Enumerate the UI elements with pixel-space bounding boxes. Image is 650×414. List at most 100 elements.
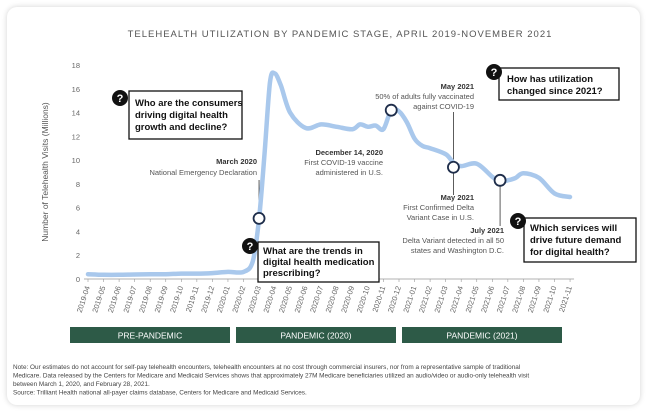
annotation-july-2021: July 2021 Delta Variant detected in all … [402, 226, 504, 255]
question-box-frame [498, 67, 620, 101]
x-tick-label: 2021-04 [448, 285, 465, 314]
x-tick-label: 2019-08 [137, 285, 154, 314]
y-tick-label: 14 [72, 109, 80, 118]
x-tick-label: 2021-09 [526, 285, 543, 314]
x-tick-label: 2020-05 [277, 285, 294, 314]
event-marker [493, 173, 507, 187]
may-2021-bottom-line1: First Confirmed Delta [403, 203, 475, 212]
march-2020-date: March 2020 [216, 157, 257, 166]
july-2021-date: July 2021 [470, 226, 504, 235]
annotation-dec-2020: December 14, 2020 First COVID-19 vaccine… [304, 148, 383, 177]
y-tick-label: 2 [76, 251, 80, 260]
y-axis: 0 2 4 6 8 10 12 14 16 18 [72, 61, 80, 284]
x-tick-label: 2019-09 [153, 285, 170, 314]
question-box-frame [128, 90, 243, 140]
annotation-may-2021-bottom: May 2021 First Confirmed Delta Variant C… [403, 193, 475, 222]
question-box-future-demand: ? Which services will drive future deman… [510, 213, 637, 263]
may-2021-top-date: May 2021 [441, 82, 474, 91]
question-3-line1: How has utilization [507, 74, 593, 85]
july-2021-line1: Delta Variant detected in all 50 [402, 236, 504, 245]
may-2021-bottom-line2: Variant Case in U.S. [407, 213, 474, 222]
event-marker [252, 211, 266, 225]
question-3-line2: changed since 2021? [507, 86, 603, 97]
annotation-march-2020: March 2020 National Emergency Declaratio… [149, 157, 257, 177]
y-tick-label: 4 [76, 227, 80, 236]
x-tick-label: 2019-05 [90, 285, 107, 314]
y-tick-label: 10 [72, 156, 80, 165]
may-2021-top-line2: against COVID-19 [413, 102, 474, 111]
question-mark-icon [242, 238, 258, 254]
x-tick-label: 2020-10 [355, 285, 372, 314]
dec-2020-line1: First COVID-19 vaccine [304, 158, 383, 167]
x-tick-label: 2021-06 [479, 285, 496, 314]
march-2020-text: National Emergency Declaration [149, 168, 257, 177]
x-tick-label: 2020-03 [246, 285, 263, 314]
x-tick-label: 2020-06 [293, 285, 310, 314]
question-mark-icon [486, 64, 502, 80]
x-tick-label: 2020-01 [215, 285, 232, 314]
x-tick-label: 2019-12 [199, 285, 216, 314]
x-tick-label: 2020-12 [386, 285, 403, 314]
y-tick-label: 18 [72, 61, 80, 70]
question-mark-glyph: ? [515, 216, 522, 228]
question-1-line2: driving digital health [135, 110, 228, 121]
y-tick-label: 12 [72, 132, 80, 141]
chart-title: TELEHEALTH UTILIZATION BY PANDEMIC STAGE… [128, 29, 553, 40]
x-axis: 2019-042019-052019-062019-072019-082019-… [75, 278, 575, 314]
y-tick-label: 0 [76, 275, 80, 284]
x-tick-label: 2020-11 [370, 285, 387, 313]
x-tick-label: 2020-07 [308, 285, 325, 314]
question-box-prescribing: ? What are the trends in digital health … [242, 238, 380, 283]
x-tick-label: 2020-08 [324, 285, 341, 314]
dec-2020-line2: administered in U.S. [315, 168, 383, 177]
x-tick-label: 2021-10 [541, 285, 558, 314]
dec-2020-date: December 14, 2020 [315, 148, 383, 157]
phase-bar-pre-pandemic [70, 327, 230, 343]
x-tick-label: 2021-11 [557, 285, 574, 313]
x-tick-label: 2021-05 [464, 285, 481, 314]
x-tick-label: 2021-03 [432, 285, 449, 314]
question-2-line2: digital health medication [263, 257, 375, 268]
question-mark-glyph: ? [491, 67, 498, 79]
event-markers [252, 103, 507, 225]
question-mark-icon [112, 90, 128, 106]
note-line-1: Note: Our estimates do not account for s… [13, 364, 520, 371]
telehealth-visits-line [85, 70, 573, 278]
event-marker [384, 103, 398, 117]
source-line: Source: Trilliant Health national all-pa… [13, 390, 307, 397]
note-line-2: Medicare. Data released by the Centers f… [13, 373, 529, 380]
x-tick-label: 2021-01 [401, 285, 418, 314]
question-4-line3: for digital health? [530, 247, 610, 258]
phase-label-pandemic-2020: PANDEMIC (2020) [280, 331, 351, 341]
y-axis-label: Number of Telehealth Visits (Millions) [40, 102, 50, 242]
question-2-line3: prescribing? [263, 268, 321, 279]
x-tick-label: 2020-09 [339, 285, 356, 314]
phase-bar-pandemic-2021 [402, 327, 562, 343]
phase-bar-pandemic-2020 [236, 327, 396, 343]
x-tick-label: 2019-07 [121, 285, 138, 314]
x-tick-label: 2019-11 [184, 285, 201, 313]
x-tick-label: 2021-02 [417, 285, 434, 314]
phase-label-pandemic-2021: PANDEMIC (2021) [446, 331, 517, 341]
question-box-utilization: ? How has utilization changed since 2021… [486, 64, 620, 101]
y-tick-label: 6 [76, 204, 80, 213]
y-tick-label: 8 [76, 180, 80, 189]
question-4-line1: Which services will [530, 223, 617, 234]
july-2021-line2: states and Washington D.C. [411, 246, 504, 255]
x-tick-label: 2019-06 [106, 285, 123, 314]
question-mark-glyph: ? [117, 93, 124, 105]
x-tick-label: 2021-07 [495, 285, 512, 314]
may-2021-top-line1: 50% of adults fully vaccinated [375, 92, 474, 101]
may-2021-bottom-date: May 2021 [441, 193, 474, 202]
note-line-3: between March 1, 2020, and February 28, … [13, 381, 150, 388]
question-box-consumers: ? Who are the consumers driving digital … [112, 90, 243, 140]
question-2-line1: What are the trends in [263, 246, 363, 257]
question-mark-icon [510, 213, 526, 229]
phase-label-pre-pandemic: PRE-PANDEMIC [118, 331, 183, 341]
question-1-line3: growth and decline? [135, 122, 228, 133]
y-tick-label: 16 [72, 85, 80, 94]
question-4-line2: drive future demand [530, 235, 622, 246]
x-tick-label: 2019-04 [75, 285, 92, 314]
question-box-frame [523, 217, 637, 263]
